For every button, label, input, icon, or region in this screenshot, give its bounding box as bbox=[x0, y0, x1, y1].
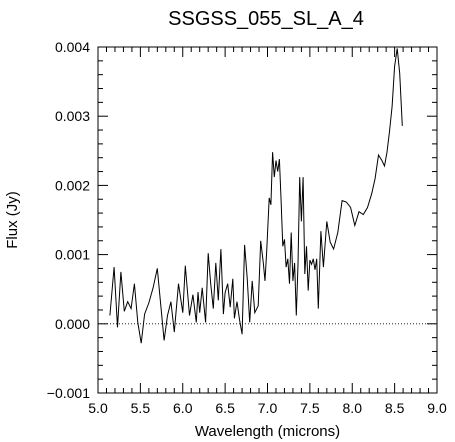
x-tick-label: 7.0 bbox=[258, 400, 278, 416]
plot-axes: 5.0 5.5 6.0 6.5 7.0 7.5 8.0 8.5 9.0 −0.001 0.000 0… bbox=[47, 39, 447, 416]
y-tick-label: 0.001 bbox=[55, 247, 90, 263]
x-tick-label: 5.0 bbox=[88, 400, 108, 416]
y-tick-label: 0.003 bbox=[55, 108, 90, 124]
x-tick-label: 5.5 bbox=[131, 400, 151, 416]
x-tick-label: 6.5 bbox=[215, 400, 235, 416]
chart-title: SSGSS_055_SL_A_4 bbox=[168, 8, 364, 30]
y-tick-label: −0.001 bbox=[47, 385, 90, 401]
x-tick-label: 8.5 bbox=[385, 400, 405, 416]
x-tick-label: 6.0 bbox=[173, 400, 193, 416]
series-group bbox=[109, 48, 403, 344]
y-axis: −0.001 0.000 0.001 0.002 0.003 0.004 bbox=[47, 39, 437, 401]
plot-frame bbox=[97, 46, 438, 394]
y-axis-label: Flux (Jy) bbox=[4, 191, 21, 249]
x-tick-label: 7.5 bbox=[300, 400, 320, 416]
spectrum-line bbox=[109, 48, 403, 344]
x-tick-label: 9.0 bbox=[427, 400, 447, 416]
x-tick-label: 8.0 bbox=[343, 400, 363, 416]
y-tick-label: 0.002 bbox=[55, 177, 90, 193]
y-tick-label: 0.000 bbox=[55, 316, 90, 332]
x-axis: 5.0 5.5 6.0 6.5 7.0 7.5 8.0 8.5 9.0 bbox=[88, 47, 447, 416]
x-axis-label: Wavelength (microns) bbox=[195, 423, 340, 440]
y-tick-label: 0.004 bbox=[55, 39, 90, 55]
